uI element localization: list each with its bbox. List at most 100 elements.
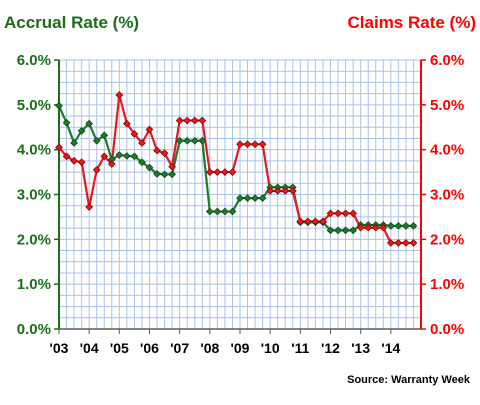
claims-point [281,187,290,195]
claims-point [77,158,86,167]
accrual-point [205,207,214,216]
accrual-point [243,194,252,202]
accrual-point [251,194,259,202]
claims-point [198,116,207,125]
x-tick-label: '13 [351,340,370,356]
claims-point [319,217,327,226]
x-tick-label: '14 [381,340,400,356]
accrual-point [228,207,237,216]
accrual-point [221,207,229,216]
claims-point [349,209,357,218]
left-axis-title: Accrual Rate (%) [4,13,139,32]
accrual-point [258,194,267,202]
claims-point [364,223,373,232]
data-points [55,91,418,247]
claims-point [251,140,259,149]
right-tick-label: 6.0% [430,52,464,69]
accrual-point [402,222,410,230]
claims-point [138,139,146,147]
accrual-point [394,222,403,230]
right-tick-label: 1.0% [430,276,464,293]
claims-point [213,168,222,176]
accrual-point [183,136,192,145]
accrual-point [175,136,184,145]
accrual-point [145,163,154,172]
claims-point [55,143,63,152]
right-tick-label: 0.0% [430,321,464,338]
right-tick-label: 5.0% [430,97,464,114]
accrual-point [70,139,78,147]
accrual-point [341,226,350,235]
claims-point [107,160,116,168]
claims-point [258,140,267,149]
left-tick-label: 5.0% [17,97,51,114]
claims-point [236,140,244,149]
claims-point [183,116,192,125]
claims-point [371,223,380,232]
claims-point [175,116,184,125]
claims-point [70,157,78,165]
accrual-point [153,170,161,178]
accrual-point [85,119,94,128]
claims-point [190,116,199,125]
left-tick-label: 6.0% [17,52,51,69]
claims-point [92,165,101,174]
claims-point [221,168,229,176]
accrual-point [190,136,199,145]
claims-point [168,162,176,171]
right-axis-title: Claims Rate (%) [348,13,476,32]
accrual-point [138,158,146,167]
x-tick-label: '10 [261,340,280,356]
claims-point [409,239,418,247]
left-tick-label: 4.0% [17,142,51,159]
accrual-point [100,131,109,140]
claims-point [228,168,237,176]
x-tick-label: '09 [231,340,250,356]
claims-point [304,217,312,226]
claims-point [288,187,297,195]
accrual-point [236,194,244,202]
claims-point [326,209,335,218]
accrual-point [123,152,131,160]
x-tick-label: '12 [321,340,340,356]
claims-point [205,168,214,176]
accrual-point [168,170,176,179]
claims-point [130,130,139,138]
x-tick-label: '03 [50,340,69,356]
claims-point [341,209,350,218]
accrual-point [198,136,207,145]
left-tick-label: 1.0% [17,276,51,293]
x-tick-label: '06 [140,340,159,356]
claims-point [311,217,320,226]
claims-point [386,239,395,247]
accrual-point [62,118,71,127]
accrual-point [55,101,63,110]
accrual-point [334,226,342,235]
right-tick-label: 4.0% [430,142,464,159]
accrual-point [349,226,357,235]
claims-point [123,119,131,128]
x-tick-label: '05 [110,340,129,356]
source-note: Source: Warranty Week [347,374,471,386]
accrual-point [160,170,169,179]
accrual-point [130,152,139,161]
left-tick-label: 3.0% [17,187,51,204]
x-tick-label: '07 [170,340,189,356]
claims-point [402,239,410,247]
claims-point [145,125,154,134]
axes: 0.0% 0.0% 1.0% 1.0% 2.0% 2.0% 3.0% 3.0% 4.0% 4.0%… [17,52,464,356]
claims-point [62,152,71,161]
claims-point [394,239,403,247]
grid [58,59,422,330]
claims-point [153,146,161,155]
claims-point [100,152,109,161]
left-tick-label: 2.0% [17,231,51,248]
claims-point [379,223,388,232]
accrual-point [326,226,335,235]
x-tick-label: '11 [291,340,309,356]
accrual-point [77,126,86,135]
claims-point [85,203,94,211]
claims-point [160,149,169,158]
